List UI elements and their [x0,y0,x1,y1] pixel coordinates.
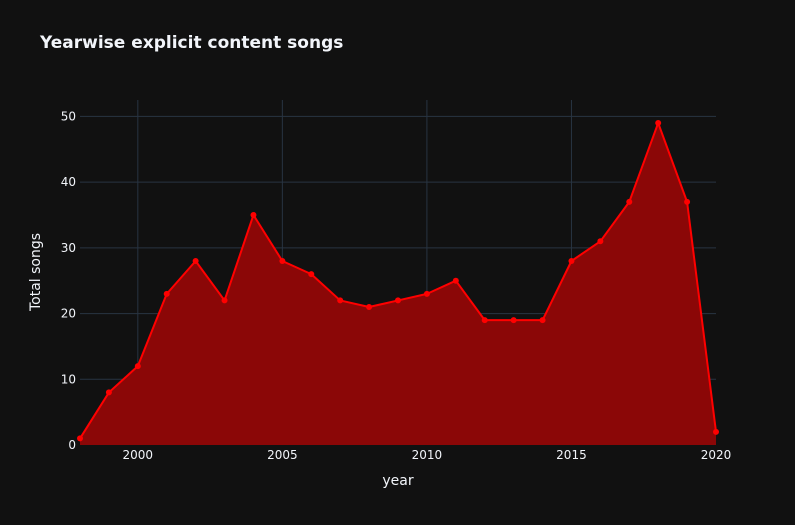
data-point[interactable] [568,258,575,264]
data-point[interactable] [452,277,459,284]
data-point[interactable] [279,258,286,264]
y-tick-label: 30 [61,241,76,255]
data-point[interactable] [395,297,401,304]
data-point[interactable] [481,317,488,324]
data-point[interactable] [250,212,257,218]
data-point[interactable] [105,389,112,396]
y-tick-label: 10 [61,372,76,386]
x-tick-label: 2005 [267,448,298,462]
x-axis-label: year [382,473,413,489]
y-tick-label: 0 [68,438,76,452]
x-tick-label: 2010 [412,448,443,462]
data-point[interactable] [163,290,170,297]
y-tick-label: 50 [61,109,76,123]
data-point[interactable] [337,297,344,304]
data-point[interactable] [308,271,315,278]
data-point[interactable] [626,198,633,205]
x-tick-label: 2000 [123,448,154,462]
marker-layer [77,120,719,442]
data-point[interactable] [366,304,373,310]
x-tick-label: 2020 [701,448,732,462]
data-point[interactable] [713,428,719,435]
tick-layer: 0 10 20 30 40 50 2000 2005 2010 2015 2020 [61,109,732,462]
area-layer [79,122,717,445]
data-point[interactable] [221,297,228,304]
data-point[interactable] [655,120,662,126]
data-point[interactable] [597,238,604,245]
data-point[interactable] [192,258,199,264]
data-point[interactable] [77,435,83,442]
y-tick-label: 40 [61,175,76,189]
data-point[interactable] [510,317,517,324]
data-point[interactable] [684,198,691,205]
y-tick-label: 20 [61,307,76,321]
data-point[interactable] [539,317,546,324]
data-point[interactable] [134,363,141,370]
data-point[interactable] [423,290,430,297]
x-tick-label: 2015 [556,448,587,462]
y-axis-label: Total songs [28,233,44,312]
series-area-fill [80,123,716,445]
chart-title: Yearwise explicit content songs [40,33,344,53]
